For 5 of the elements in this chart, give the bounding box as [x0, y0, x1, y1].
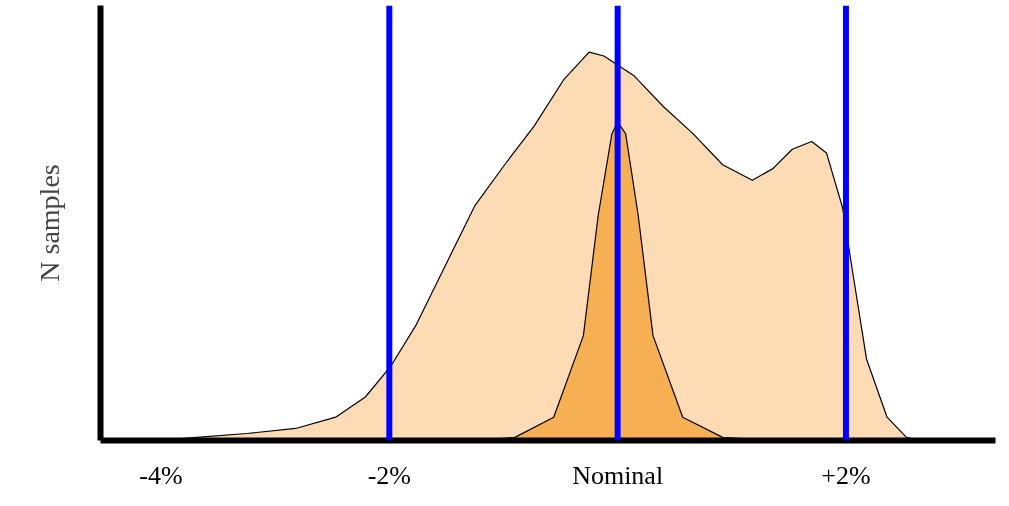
x-tick-label: -2%: [367, 460, 411, 490]
x-tick-label: Nominal: [572, 460, 664, 490]
x-tick-label: -4%: [139, 460, 183, 490]
y-axis-title: N samples: [33, 164, 65, 282]
x-tick-label: +2%: [821, 460, 871, 490]
